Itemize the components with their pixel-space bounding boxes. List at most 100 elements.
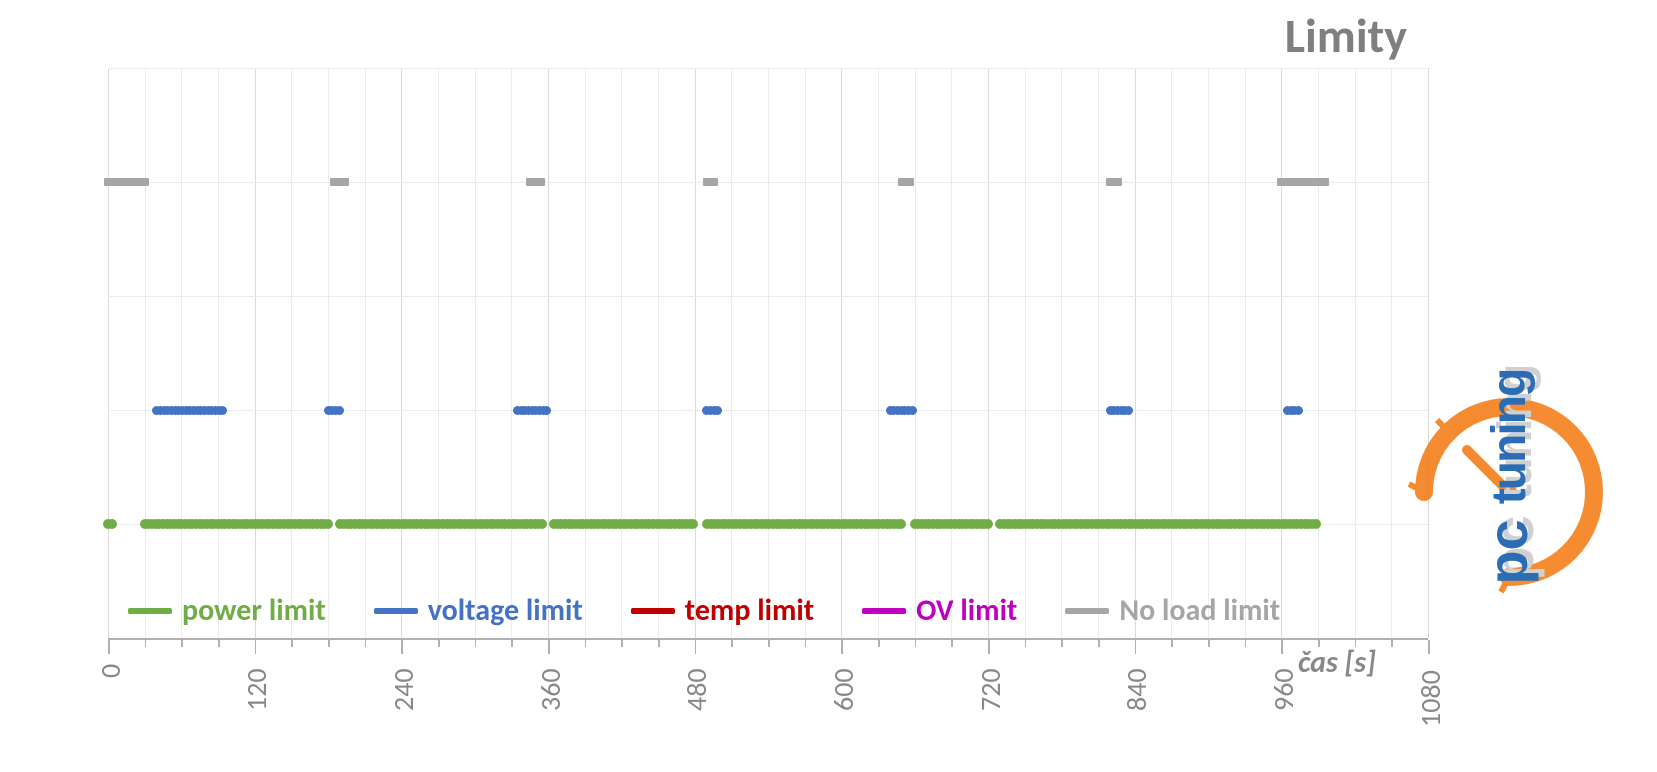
x-tick-minor <box>1061 640 1063 647</box>
x-tick-minor <box>915 640 917 647</box>
gridline-v <box>988 68 989 638</box>
gridline-v <box>548 68 549 638</box>
svg-text:pc: pc <box>1482 515 1545 580</box>
x-tick-major <box>988 640 990 654</box>
x-tick-minor <box>218 640 220 647</box>
gridline-v <box>511 68 512 638</box>
gridline-v <box>915 68 916 638</box>
svg-text:tuning: tuning <box>1483 370 1536 505</box>
x-tick-minor <box>1025 640 1027 647</box>
legend-item: OV limit <box>862 592 1017 629</box>
gridline-h <box>108 410 1428 411</box>
legend-item: voltage limit <box>374 592 583 629</box>
gridline-v <box>1281 68 1282 638</box>
x-tick-major <box>255 640 257 654</box>
gridline-v <box>768 68 769 638</box>
x-tick-minor <box>475 640 477 647</box>
svg-text:pc: pc <box>1476 519 1539 584</box>
x-tick-minor <box>731 640 733 647</box>
x-tick-label: 0 <box>93 664 128 678</box>
data-marker <box>1321 178 1329 186</box>
data-marker <box>107 519 117 529</box>
x-tick-minor <box>621 640 623 647</box>
legend-item: temp limit <box>631 592 814 629</box>
x-tick-minor <box>438 640 440 647</box>
legend-label: voltage limit <box>428 592 583 629</box>
legend-label: OV limit <box>916 592 1017 629</box>
legend-swatch <box>128 608 172 614</box>
legend-item: power limit <box>128 592 326 629</box>
legend-swatch <box>631 608 675 614</box>
gridline-v <box>181 68 182 638</box>
gridline-v <box>145 68 146 638</box>
gridline-v <box>1171 68 1172 638</box>
legend: power limit voltage limit temp limit OV lim… <box>128 592 1280 629</box>
data-marker <box>710 178 718 186</box>
x-tick-major <box>841 640 843 654</box>
gridline-v <box>1245 68 1246 638</box>
gridline-v <box>475 68 476 638</box>
gridline-v <box>1098 68 1099 638</box>
data-marker <box>1124 406 1133 415</box>
x-tick-minor <box>658 640 660 647</box>
data-marker <box>896 519 906 529</box>
x-tick-minor <box>291 640 293 647</box>
data-marker <box>983 519 993 529</box>
x-tick-label: 480 <box>679 668 714 711</box>
gridline-v <box>291 68 292 638</box>
legend-swatch <box>862 608 906 614</box>
gridline-v <box>438 68 439 638</box>
data-marker <box>341 178 349 186</box>
gridline-v <box>1318 68 1319 638</box>
legend-swatch <box>374 608 418 614</box>
gridline-v <box>401 68 402 638</box>
x-tick-major <box>1281 640 1283 654</box>
gridline-v <box>878 68 879 638</box>
gridline-h <box>108 182 1428 183</box>
data-marker <box>688 519 698 529</box>
legend-label: No load limit <box>1119 592 1280 629</box>
x-tick-label: 600 <box>826 668 861 711</box>
gridline-v <box>1355 68 1356 638</box>
x-tick-label: 240 <box>386 668 421 711</box>
x-tick-label: 840 <box>1119 668 1154 711</box>
gridline-v <box>731 68 732 638</box>
x-tick-label: 360 <box>533 668 568 711</box>
x-tick-minor <box>181 640 183 647</box>
data-marker <box>713 406 722 415</box>
plot-area <box>108 68 1428 638</box>
legend-label: power limit <box>182 592 326 629</box>
data-marker <box>1114 178 1122 186</box>
gridline-h <box>108 68 1428 69</box>
x-tick-major <box>401 640 403 654</box>
data-marker <box>1294 406 1303 415</box>
gridline-v <box>1391 68 1392 638</box>
x-tick-label: 960 <box>1266 668 1301 711</box>
data-marker <box>1311 519 1321 529</box>
gridline-v <box>218 68 219 638</box>
data-marker <box>323 519 333 529</box>
x-tick-minor <box>1171 640 1173 647</box>
gridline-v <box>951 68 952 638</box>
data-marker <box>218 406 227 415</box>
x-axis-title: čas [s] <box>1298 644 1376 681</box>
gridline-v <box>621 68 622 638</box>
gridline-v <box>255 68 256 638</box>
x-tick-label: 720 <box>973 668 1008 711</box>
gridline-v <box>1208 68 1209 638</box>
x-tick-minor <box>1245 640 1247 647</box>
data-marker <box>537 519 547 529</box>
x-tick-minor <box>878 640 880 647</box>
legend-swatch <box>1065 608 1109 614</box>
gridline-v <box>841 68 842 638</box>
x-tick-label: 1080 <box>1413 670 1448 727</box>
data-marker <box>335 406 344 415</box>
gridline-v <box>365 68 366 638</box>
x-tick-minor <box>951 640 953 647</box>
x-tick-minor <box>365 640 367 647</box>
gridline-v <box>1428 68 1429 638</box>
gridline-v <box>108 68 109 638</box>
x-tick-minor <box>768 640 770 647</box>
x-tick-major <box>695 640 697 654</box>
x-tick-minor <box>328 640 330 647</box>
